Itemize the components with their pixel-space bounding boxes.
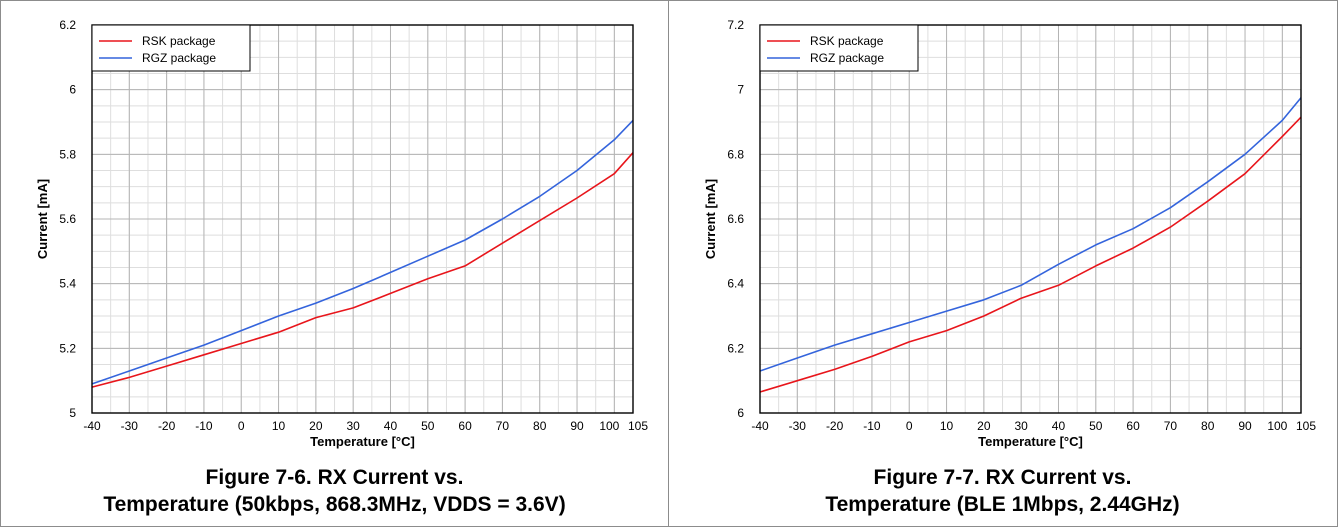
y-tick-label: 6: [69, 83, 76, 97]
x-tick-label: -20: [158, 419, 176, 433]
y-tick-label: 7.2: [727, 18, 744, 32]
x-tick-label: 30: [1014, 419, 1028, 433]
x-axis-label: Temperature [°C]: [978, 434, 1083, 449]
legend: RSK package RGZ package: [91, 24, 251, 72]
x-tick-label: 70: [1164, 419, 1178, 433]
panel-divider: [668, 1, 669, 526]
x-tick-label: 20: [309, 419, 323, 433]
x-tick-label: 50: [421, 419, 435, 433]
x-tick-label: 100: [599, 419, 619, 433]
y-tick-label: 5.4: [59, 277, 76, 291]
x-tick-label: 90: [570, 419, 584, 433]
legend: RSK package RGZ package: [759, 24, 919, 72]
y-tick-label: 5.8: [59, 147, 76, 161]
x-tick-label: 10: [272, 419, 286, 433]
x-tick-label: -10: [863, 419, 881, 433]
y-tick-label: 6.2: [727, 341, 744, 355]
x-tick-label: 40: [384, 419, 398, 433]
x-tick-label: 30: [346, 419, 360, 433]
x-tick-label: -40: [751, 419, 769, 433]
legend-label: RSK package: [142, 34, 216, 48]
y-axis-label: Current [mA]: [703, 179, 718, 259]
x-tick-label: -10: [195, 419, 213, 433]
chart-rx-current-868mhz: 5 5.2 5.4 5.6 5.8 6 6.2 -40 -30 -20 -10 0 10 20 30 40 50…: [35, 18, 648, 449]
x-axis-label: Temperature [°C]: [310, 434, 415, 449]
x-tick-label: 80: [1201, 419, 1215, 433]
figure-caption-line2: Temperature (BLE 1Mbps, 2.44GHz): [825, 493, 1180, 516]
legend-label: RSK package: [810, 34, 884, 48]
x-tick-label: -30: [789, 419, 807, 433]
legend-box: [91, 24, 251, 72]
plot-border: [759, 24, 1302, 414]
figure-caption-line1: Figure 7-6. RX Current vs.: [205, 466, 464, 489]
legend-box: [759, 24, 919, 72]
x-tick-label: 60: [458, 419, 472, 433]
x-tick-label: 20: [977, 419, 991, 433]
y-tick-label: 6.6: [727, 212, 744, 226]
y-tick-label: 6.4: [727, 277, 744, 291]
y-tick-label: 6.8: [727, 147, 744, 161]
y-tick-label: 5: [69, 406, 76, 420]
x-tick-label: 0: [238, 419, 245, 433]
x-tick-label: 50: [1089, 419, 1103, 433]
plot-border: [91, 24, 634, 414]
major-grid: [760, 25, 1301, 413]
x-tick-label: -40: [83, 419, 101, 433]
x-tick-label: 10: [940, 419, 954, 433]
x-tick-label: 60: [1126, 419, 1140, 433]
figure-caption-line1: Figure 7-7. RX Current vs.: [873, 466, 1132, 489]
x-tick-label: -30: [121, 419, 139, 433]
y-tick-label: 5.2: [59, 341, 76, 355]
figure-caption-line2: Temperature (50kbps, 868.3MHz, VDDS = 3.…: [103, 493, 566, 516]
x-tick-label: 100: [1267, 419, 1287, 433]
y-tick-label: 6.2: [59, 18, 76, 32]
x-tick-label: 0: [906, 419, 913, 433]
figure-panel-7-7: 6 6.2 6.4 6.6 6.8 7 7.2 -40 -30 -20 -10 0 10 20 30 40 50…: [669, 1, 1336, 526]
y-tick-label: 7: [737, 83, 744, 97]
x-tick-label: 80: [533, 419, 547, 433]
legend-label: RGZ package: [142, 51, 216, 65]
x-tick-label: 70: [496, 419, 510, 433]
major-grid: [92, 25, 633, 413]
y-axis-label: Current [mA]: [35, 179, 50, 259]
x-tick-label: -20: [826, 419, 844, 433]
x-tick-label: 105: [1296, 419, 1316, 433]
series-line-rgz: [759, 97, 1302, 372]
series-line-rsk: [91, 152, 634, 388]
legend-label: RGZ package: [810, 51, 884, 65]
chart-rx-current-ble: 6 6.2 6.4 6.6 6.8 7 7.2 -40 -30 -20 -10 0 10 20 30 40 50…: [703, 18, 1316, 449]
x-tick-label: 90: [1238, 419, 1252, 433]
x-tick-label: 105: [628, 419, 648, 433]
y-tick-label: 6: [737, 406, 744, 420]
figure-panel-7-6: 5 5.2 5.4 5.6 5.8 6 6.2 -40 -30 -20 -10 0 10 20 30 40 50…: [1, 1, 668, 526]
x-tick-label: 40: [1052, 419, 1066, 433]
series-line-rgz: [91, 119, 634, 385]
series-line-rsk: [759, 116, 1302, 393]
y-tick-label: 5.6: [59, 212, 76, 226]
